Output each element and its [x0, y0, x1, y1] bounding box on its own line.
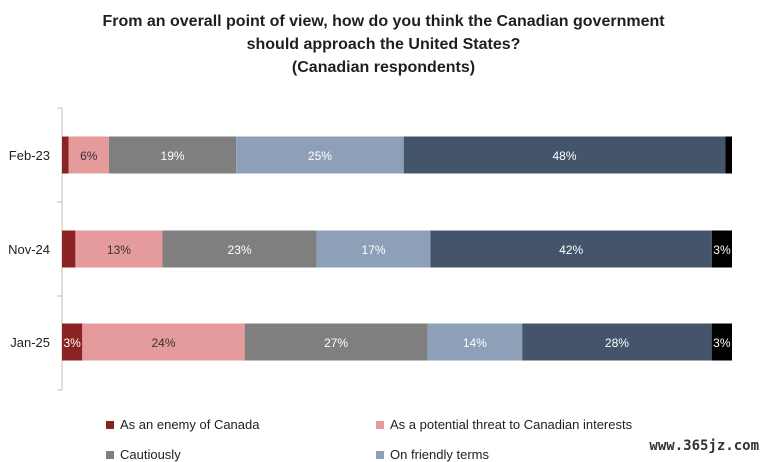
- data-label-0-4: 48%: [552, 149, 576, 163]
- data-label-2-4: 28%: [605, 336, 629, 350]
- bar-segment-0-1: [68, 136, 109, 174]
- legend-item-enemy: As an enemy of Canada: [106, 417, 259, 432]
- data-label-2-2: 27%: [324, 336, 348, 350]
- chart-title-line-2: should approach the United States?: [246, 36, 521, 53]
- data-label-1-1: 13%: [107, 243, 131, 257]
- category-label-2: Jan-25: [10, 335, 50, 350]
- legend-item-cautiously: Cautiously: [106, 447, 181, 462]
- bar-segment-0-2: [108, 136, 237, 174]
- bar-segment-0-4: [403, 136, 726, 174]
- category-label-1: Nov-24: [8, 242, 50, 257]
- legend-item-threat: As a potential threat to Canadian intere…: [376, 417, 632, 432]
- bar-segment-2-3: [427, 323, 523, 361]
- legend-label-enemy: As an enemy of Canada: [120, 417, 260, 432]
- category-label-0: Feb-23: [9, 148, 50, 163]
- bar-segment-1-5: [711, 230, 732, 268]
- legend-item-friendly: On friendly terms: [376, 447, 489, 462]
- legend-swatch-friendly: [376, 450, 384, 459]
- bar-segment-0-5: [725, 136, 732, 174]
- bar-segment-2-1: [82, 323, 245, 361]
- data-label-0-1: 6%: [80, 149, 98, 163]
- bar-segment-2-2: [244, 323, 428, 361]
- data-label-1-4: 42%: [559, 243, 583, 257]
- bar-segment-1-0: [62, 230, 76, 268]
- data-label-0-3: 25%: [308, 149, 332, 163]
- data-label-1-2: 23%: [228, 243, 252, 257]
- legend-label-threat: As a potential threat to Canadian intere…: [390, 417, 633, 432]
- data-label-1-3: 17%: [362, 243, 386, 257]
- chart-title-line-1: From an overall point of view, how do yo…: [102, 13, 665, 30]
- bar-segment-0-0: [62, 136, 69, 174]
- legend-swatch-cautiously: [106, 450, 114, 459]
- data-label-0-2: 19%: [161, 149, 185, 163]
- bar-segment-2-4: [522, 323, 712, 361]
- chart-title-line-3: (Canadian respondents): [291, 59, 476, 76]
- bar-segment-1-2: [162, 230, 317, 268]
- legend-swatch-threat: [376, 420, 384, 429]
- bar-segment-2-0: [62, 323, 83, 361]
- bar-segment-1-1: [75, 230, 163, 268]
- legend-swatch-enemy: [106, 420, 114, 429]
- legend-label-cautiously: Cautiously: [120, 447, 181, 462]
- bar-segment-1-3: [316, 230, 431, 268]
- data-label-1-5: 3%: [713, 243, 731, 257]
- bar-segment-2-5: [711, 323, 732, 361]
- bar-segment-1-4: [430, 230, 712, 268]
- stacked-bar-chart: 6% 19% 25% 48% Feb-23 13% 23% 17% 42% 3% Nov-24 3% 2…: [8, 107, 732, 391]
- chart-title: From an overall point of view, how do yo…: [0, 10, 767, 79]
- data-label-2-1: 24%: [151, 336, 175, 350]
- data-label-2-3: 14%: [463, 336, 487, 350]
- watermark-text: www.365jz.com: [649, 438, 759, 454]
- data-label-2-0: 3%: [63, 336, 81, 350]
- data-label-2-5: 3%: [713, 336, 731, 350]
- legend-label-friendly: On friendly terms: [390, 447, 489, 462]
- bar-segment-0-3: [236, 136, 404, 174]
